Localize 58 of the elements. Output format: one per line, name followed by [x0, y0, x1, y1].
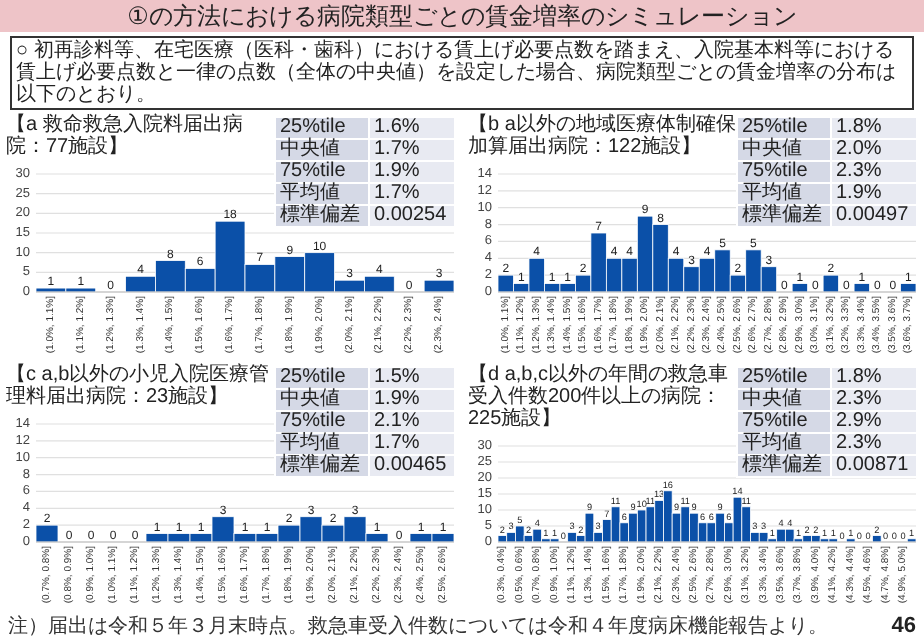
chart-title: 【a 救命救急入院料届出病院：77施設】 — [6, 114, 245, 158]
annotation: 平均値 — [737, 432, 831, 455]
chart-title: 【b a以外の地域医療体制確保加算届出病院：122施設】 — [468, 114, 738, 158]
annotation: 75%tile — [275, 160, 369, 183]
bar — [423, 279, 455, 293]
annotation: 2.3% — [831, 432, 917, 455]
bar — [853, 283, 870, 293]
text: 1.9% — [369, 388, 455, 411]
annotation: 2.1% — [369, 410, 455, 433]
annotation: 平均値 — [737, 182, 831, 205]
text: 1.6% — [369, 116, 455, 139]
bar — [35, 524, 59, 543]
bar — [732, 496, 743, 543]
annotation: 75%tile — [275, 410, 369, 433]
annotation: 75%tile — [737, 160, 831, 183]
text: 2.0% — [831, 138, 917, 161]
text: 中央値 — [275, 138, 369, 161]
text: 1.7% — [369, 138, 455, 161]
annotation: 0.00871 — [831, 454, 917, 477]
text: 1.5% — [369, 366, 455, 389]
annotation: 0.00497 — [831, 204, 917, 227]
text: 中央値 — [737, 388, 831, 411]
chart-title: 【c a,b以外の小児入院医療管理料届出病院：23施設】 — [6, 364, 272, 408]
text: 注）届出は令和５年３月末時点。救急車受入件数については令和４年度病床機能報告より。 — [8, 616, 828, 638]
annotation: 平均値 — [275, 182, 369, 205]
bar — [645, 506, 656, 543]
annotation: 1.9% — [369, 160, 455, 183]
text: ①の方法における病院類型ごとの賃金増率のシミュレーション — [0, 0, 924, 32]
text: ○ 初再診料等、在宅医療（医科・歯科）における賃上げ必要点数を踏まえ、入院基本料等における賃上げ必要点数と一律の点数（全体の中央値）を設定した場合、病院類型ごとの賃金増率の分布は以下のとおり。 — [10, 36, 914, 110]
bar — [822, 274, 839, 293]
annotation: 1.7% — [369, 432, 455, 455]
annotation: 2.3% — [831, 160, 917, 183]
bar — [584, 512, 595, 543]
annotation: 標準偏差 — [737, 204, 831, 227]
annotation: 1.9% — [831, 182, 917, 205]
text: 25%tile — [737, 366, 831, 389]
text: 1.8% — [831, 116, 917, 139]
text: 25%tile — [275, 116, 369, 139]
annotation: 標準偏差 — [275, 454, 369, 477]
text: 1.8% — [831, 366, 917, 389]
bar — [900, 283, 917, 293]
bar — [610, 506, 621, 543]
annotation: 0.00254 — [369, 204, 455, 227]
text: 46 — [891, 614, 916, 638]
text: 75%tile — [737, 410, 831, 433]
chart-title: 【d a,b,c以外の年間の救急車受入件数200件以上の病院：225施設】 — [468, 364, 731, 430]
text: 25%tile — [275, 366, 369, 389]
text: 25%tile — [737, 116, 831, 139]
annotation: 0.00465 — [369, 454, 455, 477]
annotation: 標準偏差 — [737, 454, 831, 477]
bar — [791, 283, 809, 293]
text: 中央値 — [275, 388, 369, 411]
annotation: 平均値 — [275, 432, 369, 455]
annotation: 1.7% — [369, 182, 455, 205]
annotation: 標準偏差 — [275, 204, 369, 227]
text: 2.9% — [831, 410, 917, 433]
text: 中央値 — [737, 138, 831, 161]
text: 2.3% — [831, 388, 917, 411]
